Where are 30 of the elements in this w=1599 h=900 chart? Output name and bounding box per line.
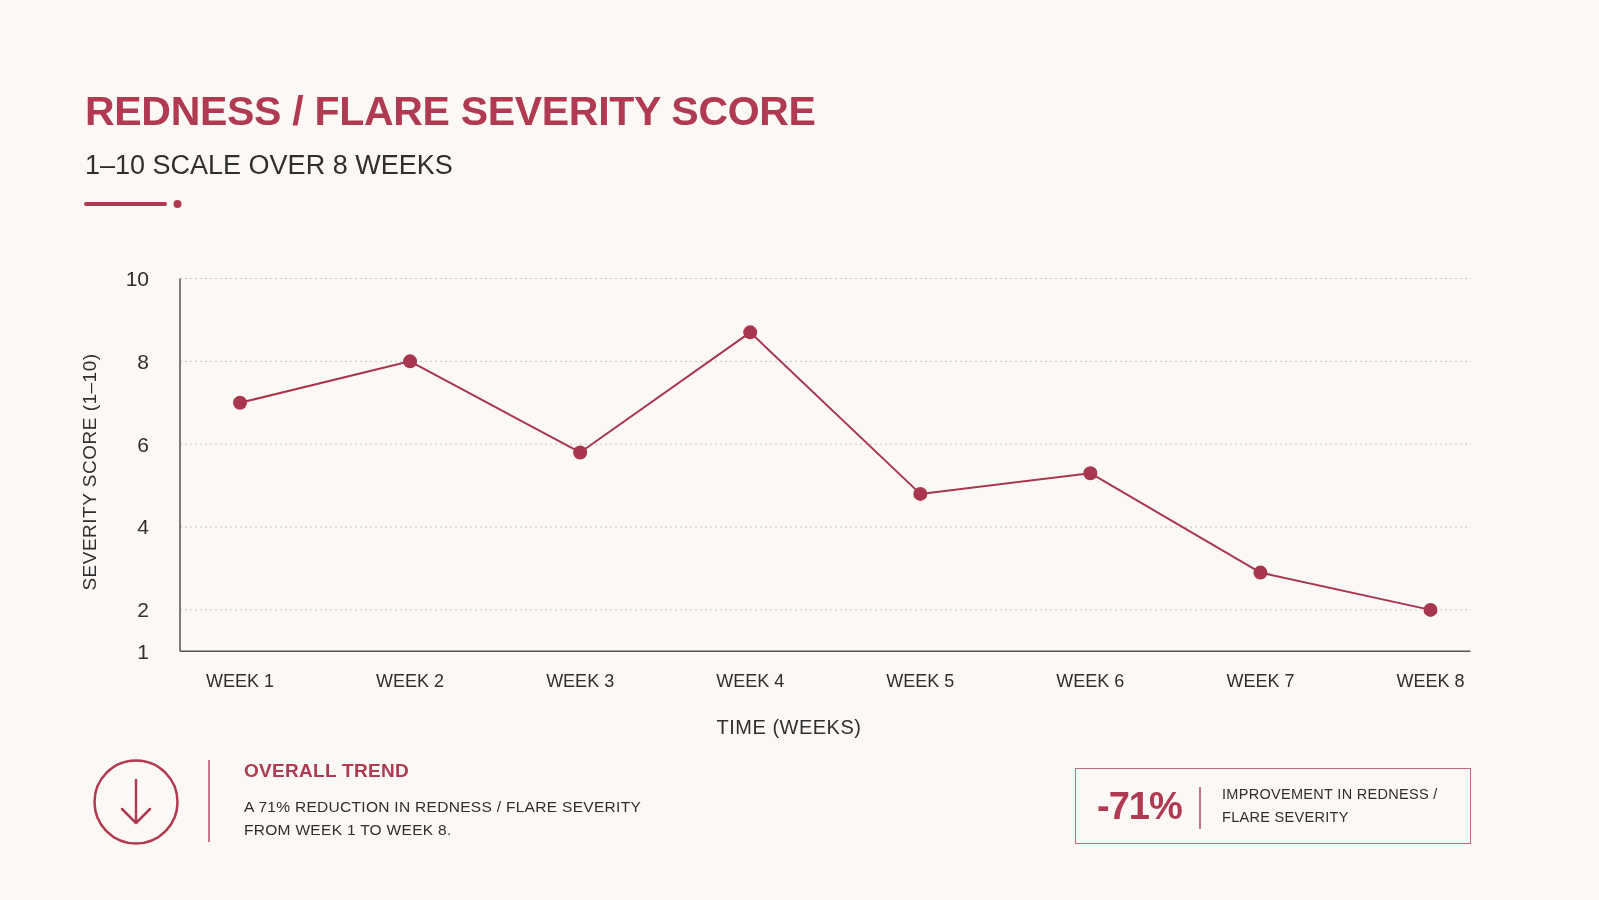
x-tick-label: WEEK 4 [716,671,785,692]
y-tick-label: 6 [137,432,149,456]
x-tick-label: WEEK 8 [1396,671,1465,692]
y-tick-label: 8 [137,349,149,373]
text: A 71% REDUCTION IN REDNESS / FLARE SEVERITY FROM WEEK 1 TO WEEK 8. [244,797,642,840]
x-tick-label: WEEK 2 [376,671,445,692]
x-tick-label: WEEK 5 [886,671,955,692]
x-tick-label: WEEK 7 [1226,671,1295,692]
point [913,486,928,501]
point [403,354,418,369]
y-tick-label: 4 [137,515,150,539]
chart-title: REDNESS / FLARE SEVERITY SCORE [85,88,816,134]
point [1423,602,1438,617]
point [573,445,588,460]
point [1083,466,1098,481]
chart-subtitle: 1–10 SCALE OVER 8 WEEKS [85,150,453,180]
point [743,325,758,340]
text: IMPROVEMENT IN REDNESS / FLARE SEVERITY [1222,785,1439,827]
x-tick-label: WEEK 1 [205,671,275,692]
x-tick-label: WEEK 6 [1056,671,1125,692]
x-axis-title: TIME (WEEKS) [716,715,862,739]
point [233,395,247,410]
x-tick-label: WEEK 3 [546,671,615,692]
y-tick-label: 1 [137,639,149,663]
text: OVERALL TREND [244,760,410,782]
y-axis-title: SEVERITY SCORE (1–10) [79,353,101,591]
y-tick-label: 10 [125,266,149,290]
text: -71% [1097,785,1182,828]
point [1253,565,1268,580]
y-tick-label: 2 [137,598,149,622]
